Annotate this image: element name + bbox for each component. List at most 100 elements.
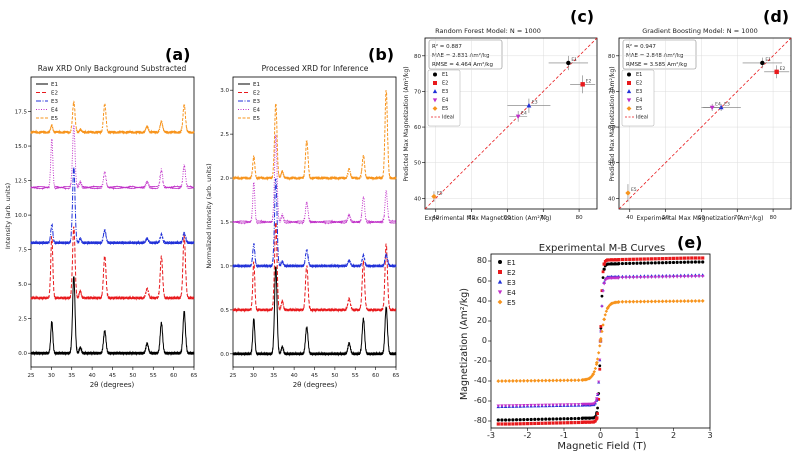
- panel-e-point-E5: [500, 379, 504, 383]
- panel-e-point-E1: [686, 260, 690, 264]
- panel-c-x-tick-label: 50: [468, 215, 475, 221]
- panel-d-x-tick-label: 80: [770, 215, 777, 221]
- panel-b-legend-label-E2: E2: [253, 91, 260, 97]
- panel-b-ylabel: Normalized Intensity (arb. units): [205, 163, 213, 268]
- panel-e-point-E4: [657, 275, 661, 279]
- panel-e-point-E5: [656, 299, 661, 304]
- panel-e-point-E2: [664, 256, 668, 261]
- panel-a-legend-label-E5: E5: [51, 116, 58, 122]
- panel-d-point-E2: [774, 69, 779, 75]
- panel-e-point-E5: [686, 299, 691, 303]
- panel-b-legend-label-E4: E4: [253, 108, 260, 114]
- panel-a-legend-label-E1: E1: [51, 82, 58, 88]
- panel-c-legend-label-E1: E1: [442, 72, 448, 78]
- panel-b-x-tick-label: 65: [393, 373, 400, 379]
- panel-e-point-E4: [664, 275, 668, 279]
- panel-e-point-E4: [543, 403, 548, 407]
- panel-e-point-E5: [540, 378, 545, 383]
- panel-e-letter: (e): [677, 233, 702, 252]
- panel-e-point-E4: [631, 276, 636, 280]
- panel-e-point-E2: [595, 417, 598, 421]
- panel-d-legend-marker-E1: [627, 72, 631, 77]
- panel-e-point-E1: [693, 260, 698, 264]
- panel-a-xlabel: 2θ (degrees): [90, 381, 135, 389]
- panel-e-point-E1: [635, 261, 639, 265]
- panel-a-series-E4: [30, 125, 195, 191]
- panel-e-y-tick-label: 0: [482, 336, 487, 345]
- panel-e-point-E4: [638, 276, 643, 280]
- panel-e-point-E1: [601, 276, 605, 280]
- panel-a-series-E3: [30, 167, 195, 246]
- panel-e-point-E5: [554, 378, 559, 383]
- panel-e-point-E5: [602, 317, 606, 322]
- panel-e-point-E5: [601, 323, 605, 327]
- panel-e-point-E1: [664, 261, 668, 265]
- panel-d-point-label-E1: E1: [765, 57, 771, 63]
- panel-e-point-E2: [597, 397, 601, 401]
- panel-e-point-E1: [671, 260, 676, 265]
- panel-c-legend-label-E2: E2: [442, 81, 448, 87]
- panel-e-point-E4: [507, 404, 512, 408]
- panel-c-x-tick-label: 70: [540, 215, 547, 221]
- panel-e-point-E1: [496, 418, 500, 422]
- panel-e-point-E2: [697, 256, 701, 260]
- panel-d-point-label-E4: E4: [715, 101, 721, 107]
- panel-e-point-E2: [631, 257, 635, 261]
- panel-e-point-E2: [573, 420, 577, 425]
- panel-e-point-E5: [675, 299, 680, 304]
- panel-e-point-E4: [536, 403, 541, 407]
- panel-e-point-E4: [653, 275, 658, 279]
- panel-c-point-label-E2: E2: [586, 78, 592, 84]
- panel-e-point-E5: [605, 306, 610, 311]
- panel-e-point-E4: [642, 275, 647, 280]
- panel-b-x-tick-label: 60: [372, 373, 379, 379]
- panel-e-point-E2: [525, 422, 530, 426]
- panel-e-point-E2: [602, 262, 606, 266]
- panel-e-point-E4: [682, 275, 687, 279]
- panel-d-y-tick-label: 70: [608, 89, 615, 95]
- panel-a-y-tick-label: 2.5: [18, 317, 27, 323]
- panel-e-point-E1: [555, 417, 559, 421]
- panel-e-point-E2: [701, 256, 705, 260]
- panel-e-point-E1: [631, 261, 635, 265]
- panel-e-series-E5: [496, 298, 705, 384]
- panel-a-title: Raw XRD Only Background Substracted: [38, 64, 187, 73]
- panel-e-point-E5: [620, 299, 625, 304]
- panel-e-point-E1: [602, 267, 606, 271]
- panel-e-point-E5: [596, 351, 601, 355]
- panel-e-point-E2: [522, 422, 526, 426]
- panel-e-point-E1: [566, 417, 570, 421]
- panel-e-point-E4: [697, 275, 701, 279]
- panel-e-point-E4: [646, 275, 650, 280]
- panel-e-x-tick-label: -2: [524, 431, 532, 440]
- panel-e-point-E4: [593, 401, 597, 405]
- panel-e-point-E2: [518, 422, 522, 426]
- panel-b-y-tick-label: 1.5: [220, 220, 229, 226]
- panel-b-title: Processed XRD for Inference: [262, 64, 369, 73]
- panel-e-point-E5: [660, 299, 665, 304]
- panel-e-point-E5: [529, 378, 534, 383]
- panel-d-legend-ideal-label: Ideal: [636, 115, 648, 121]
- panel-e-point-E5: [525, 378, 530, 383]
- panel-e-point-E2: [566, 421, 570, 425]
- panel-e-point-E5: [598, 339, 603, 343]
- panel-e-point-E1: [540, 417, 544, 421]
- panel-e-point-E5: [638, 299, 643, 304]
- panel-c-point-E1: [566, 60, 571, 66]
- panel-e-point-E1: [600, 294, 604, 298]
- panel-d-y-tick-label: 40: [608, 196, 615, 202]
- panel-e-point-E4: [514, 404, 519, 408]
- panel-e-point-E5: [631, 299, 636, 304]
- panel-e-point-E5: [599, 336, 603, 341]
- panel-e-point-E1: [660, 261, 665, 265]
- panel-e-point-E5: [503, 379, 508, 383]
- panel-b-x-tick-label: 25: [230, 373, 237, 379]
- panel-c-y-tick-label: 70: [414, 89, 421, 95]
- panel-e-point-E1: [650, 261, 654, 265]
- panel-d-point-label-E2: E2: [780, 66, 786, 72]
- panel-e-title: Experimental M-B Curves: [539, 243, 666, 254]
- panel-e-point-E1: [620, 261, 625, 266]
- panel-e-point-E1: [679, 260, 683, 264]
- panel-b-y-tick-label: 2.5: [220, 132, 229, 138]
- panel-e-point-E1: [551, 417, 555, 421]
